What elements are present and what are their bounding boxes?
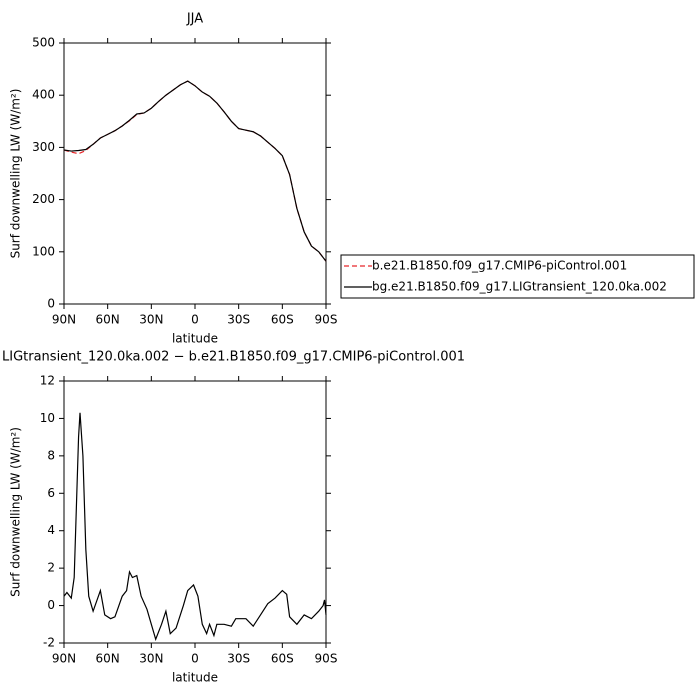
x-tick-label: 0 [191,313,199,327]
y-tick-label: 200 [32,192,55,206]
x-tick-label: 90N [52,652,76,666]
x-tick-label: 30S [227,652,250,666]
data-line [63,80,327,262]
x-tick-label: 90S [315,652,338,666]
x-tick-label: 60S [271,313,294,327]
y-tick-label: 0 [47,297,55,311]
x-axis-label: latitude [172,332,218,346]
y-tick-label: 2 [47,561,55,575]
x-tick-label: 60N [96,313,120,327]
y-tick-label: 400 [32,88,55,102]
legend-label: b.e21.B1850.f09_g17.CMIP6-piControl.001 [372,259,627,273]
x-tick-label: 30N [139,313,163,327]
legend-label: bg.e21.B1850.f09_g17.LIGtransient_120.0k… [372,280,667,294]
y-tick-label: -2 [43,636,55,650]
x-tick-label: 30S [227,313,250,327]
y-tick-label: 12 [40,374,55,388]
y-tick-label: 4 [47,523,55,537]
x-tick-label: 90S [315,313,338,327]
x-tick-label: 60S [271,652,294,666]
y-tick-label: 100 [32,244,55,258]
y-axis-label: Surf downwelling LW (W/m²) [9,89,23,259]
y-tick-label: 0 [47,598,55,612]
y-tick-label: 300 [32,140,55,154]
x-axis-label: latitude [172,671,218,685]
plot-frame [63,42,327,305]
y-tick-label: 500 [32,36,55,50]
legend-box [340,254,695,299]
y-tick-label: 10 [40,411,55,425]
chart-title: JJA [186,12,203,27]
x-tick-label: 90N [52,313,76,327]
data-line [63,80,327,262]
chart-title: LIGtransient_120.0ka.002 − b.e21.B1850.f… [2,350,465,365]
y-axis-label: Surf downwelling LW (W/m²) [9,427,23,597]
y-tick-label: 6 [47,486,55,500]
y-tick-label: 8 [47,448,55,462]
x-tick-label: 30N [139,652,163,666]
x-tick-label: 60N [96,652,120,666]
data-line [63,412,327,642]
x-tick-label: 0 [191,652,199,666]
